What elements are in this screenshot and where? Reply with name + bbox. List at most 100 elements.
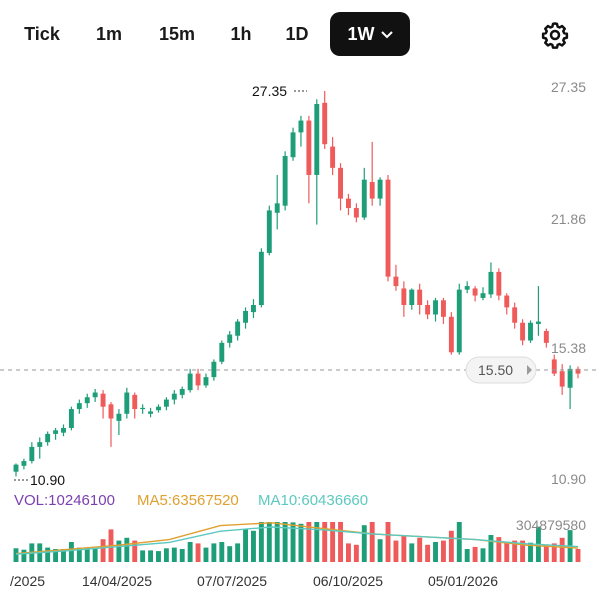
volume-bar	[504, 543, 510, 562]
candle-body	[385, 179, 391, 277]
candle-body	[409, 289, 415, 306]
candle-body	[472, 288, 478, 296]
tab-1h[interactable]: 1h	[230, 24, 252, 44]
volume-bar	[227, 546, 233, 562]
candle-body	[235, 321, 241, 336]
candle-body	[369, 182, 375, 199]
volume-bar	[195, 543, 201, 562]
volume-bar	[21, 549, 27, 562]
volume-bar	[480, 548, 486, 562]
tab-1w-label: 1W	[347, 24, 375, 44]
candle-body	[433, 300, 438, 315]
candle-body	[243, 310, 249, 323]
candle-body	[361, 179, 367, 218]
volume-bar	[203, 547, 209, 562]
candle-body	[559, 371, 565, 387]
candle-body	[195, 373, 201, 386]
candle-body	[480, 293, 486, 298]
candle-body	[179, 388, 185, 395]
candle-body	[520, 322, 526, 341]
volume-bar	[512, 540, 518, 562]
play-icon	[527, 365, 532, 375]
candle-body	[124, 392, 130, 414]
candle-body	[393, 276, 399, 287]
tab-15m[interactable]: 15m	[158, 24, 196, 44]
volume-bar	[116, 540, 122, 562]
candle-body	[298, 120, 304, 133]
candle-body	[512, 307, 518, 323]
volume-bar	[401, 535, 407, 562]
volume-bar	[433, 542, 438, 562]
candle-body	[76, 403, 82, 410]
candle-body	[504, 295, 510, 308]
price-badge[interactable]: 15.50	[465, 356, 537, 384]
candle-body	[322, 102, 328, 145]
x-axis-label: 14/04/2025	[82, 573, 152, 589]
candle-body	[227, 334, 233, 343]
volume-bar	[251, 530, 256, 562]
volume-bar	[338, 522, 343, 562]
candle-body	[92, 392, 98, 398]
candle-body	[116, 413, 122, 421]
candle-body	[251, 305, 256, 313]
candle-body	[203, 377, 209, 386]
tab-1d[interactable]: 1D	[285, 24, 309, 44]
candle-body	[274, 203, 280, 213]
volume-bar	[219, 542, 225, 562]
volume-ma5-line	[15, 522, 579, 555]
candle-body	[345, 198, 351, 209]
volume-bar	[393, 540, 399, 562]
volume-bars	[13, 522, 581, 562]
volume-bar	[409, 543, 415, 562]
volume-ma10-line	[15, 526, 579, 555]
tab-1m[interactable]: 1m	[95, 24, 122, 44]
volume-bar	[100, 539, 106, 562]
volume-bar	[258, 522, 264, 562]
volume-bar	[163, 548, 169, 562]
volume-bar	[148, 550, 154, 562]
candlestick-chart[interactable]: 27.35 21.86 15.38 10.90 15.50 27.35 10.9…	[0, 66, 600, 600]
volume-bar	[385, 522, 391, 562]
candle-body	[448, 316, 454, 353]
volume-bar	[330, 522, 336, 562]
volume-bar	[132, 540, 138, 562]
candle-body	[219, 342, 225, 362]
tab-1w-dropdown[interactable]: 1W	[330, 12, 410, 56]
candle-body	[330, 146, 336, 168]
volume-max-label: 304879580	[516, 517, 586, 533]
volume-bar	[464, 549, 470, 562]
volume-bar	[266, 522, 272, 562]
vol-indicator: VOL:10246100	[14, 492, 115, 509]
candle-body	[187, 373, 193, 391]
candle-body	[551, 359, 557, 374]
volume-bar	[369, 522, 375, 562]
candle-body	[211, 361, 217, 378]
volume-bar	[124, 537, 130, 562]
candle-body	[535, 321, 541, 324]
volume-bar	[322, 522, 328, 562]
gear-icon[interactable]	[540, 20, 570, 50]
candle-body	[401, 288, 407, 306]
candle-body	[290, 132, 296, 158]
low-price-marker: 10.90	[30, 472, 65, 488]
candle-body	[282, 156, 288, 206]
candle-body	[575, 368, 581, 374]
volume-bar	[520, 540, 526, 562]
candle-body	[148, 411, 154, 414]
y-axis-label: 15.38	[551, 340, 586, 356]
candle-body	[266, 210, 272, 253]
volume-bar	[488, 535, 494, 562]
x-axis-label: 05/01/2026	[428, 573, 498, 589]
tab-tick[interactable]: Tick	[24, 24, 60, 44]
candle-body	[377, 179, 383, 199]
volume-bar	[559, 537, 565, 562]
volume-bar	[496, 537, 502, 562]
candle-body	[61, 427, 66, 433]
candle-body	[21, 461, 27, 466]
volume-bar	[13, 548, 19, 562]
candle-body	[53, 430, 59, 434]
candle-body	[338, 167, 343, 199]
volume-bar	[187, 542, 193, 562]
volume-bar	[68, 542, 74, 562]
candle-body	[456, 289, 462, 353]
